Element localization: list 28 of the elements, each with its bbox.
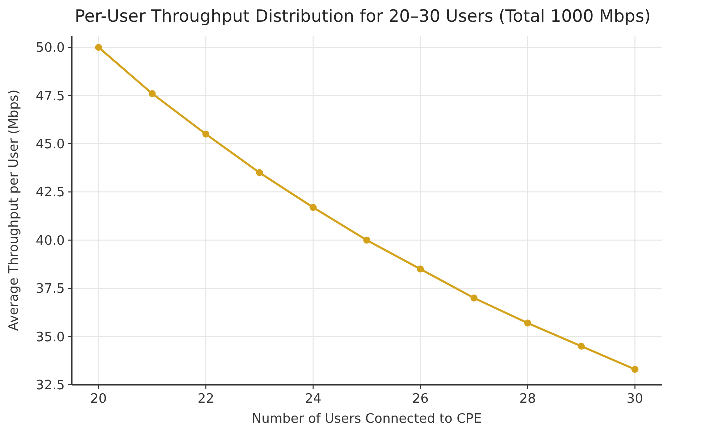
point (417, 266, 424, 273)
y-tick-label: 32.5 (36, 378, 65, 394)
y-tick-label: 37.5 (36, 282, 65, 298)
x-tick-label: 22 (198, 392, 214, 407)
point (310, 204, 317, 212)
point (202, 130, 210, 138)
y-tick-label: 50.0 (36, 41, 65, 56)
x-tick-label: 24 (305, 392, 322, 407)
point (364, 236, 370, 244)
point (95, 44, 102, 52)
x-tick-label: 26 (412, 392, 429, 407)
x-tick-label: 20 (90, 392, 108, 407)
point (470, 294, 478, 302)
y-tick-label: 42.5 (36, 186, 65, 201)
point (256, 169, 264, 176)
y-tick-label: 40.0 (36, 234, 65, 249)
point (524, 320, 532, 327)
chart-title: Per-User Throughput Distribution for 20–30 Users (Total 1000 Mbps) (74, 7, 652, 27)
point (632, 366, 639, 374)
y-axis-title: Average Throughput per User (Mbps) (7, 90, 22, 332)
x-tick-label: 30 (626, 392, 644, 407)
y-tick-label: 47.5 (36, 89, 65, 104)
point (148, 90, 156, 98)
point (578, 342, 586, 350)
y-tick-label: 35.0 (36, 330, 65, 346)
y-tick-label: 45.0 (36, 137, 65, 152)
x-axis-title: Number of Users Connected to CPE (252, 412, 482, 427)
x-tick-label: 28 (520, 392, 536, 407)
